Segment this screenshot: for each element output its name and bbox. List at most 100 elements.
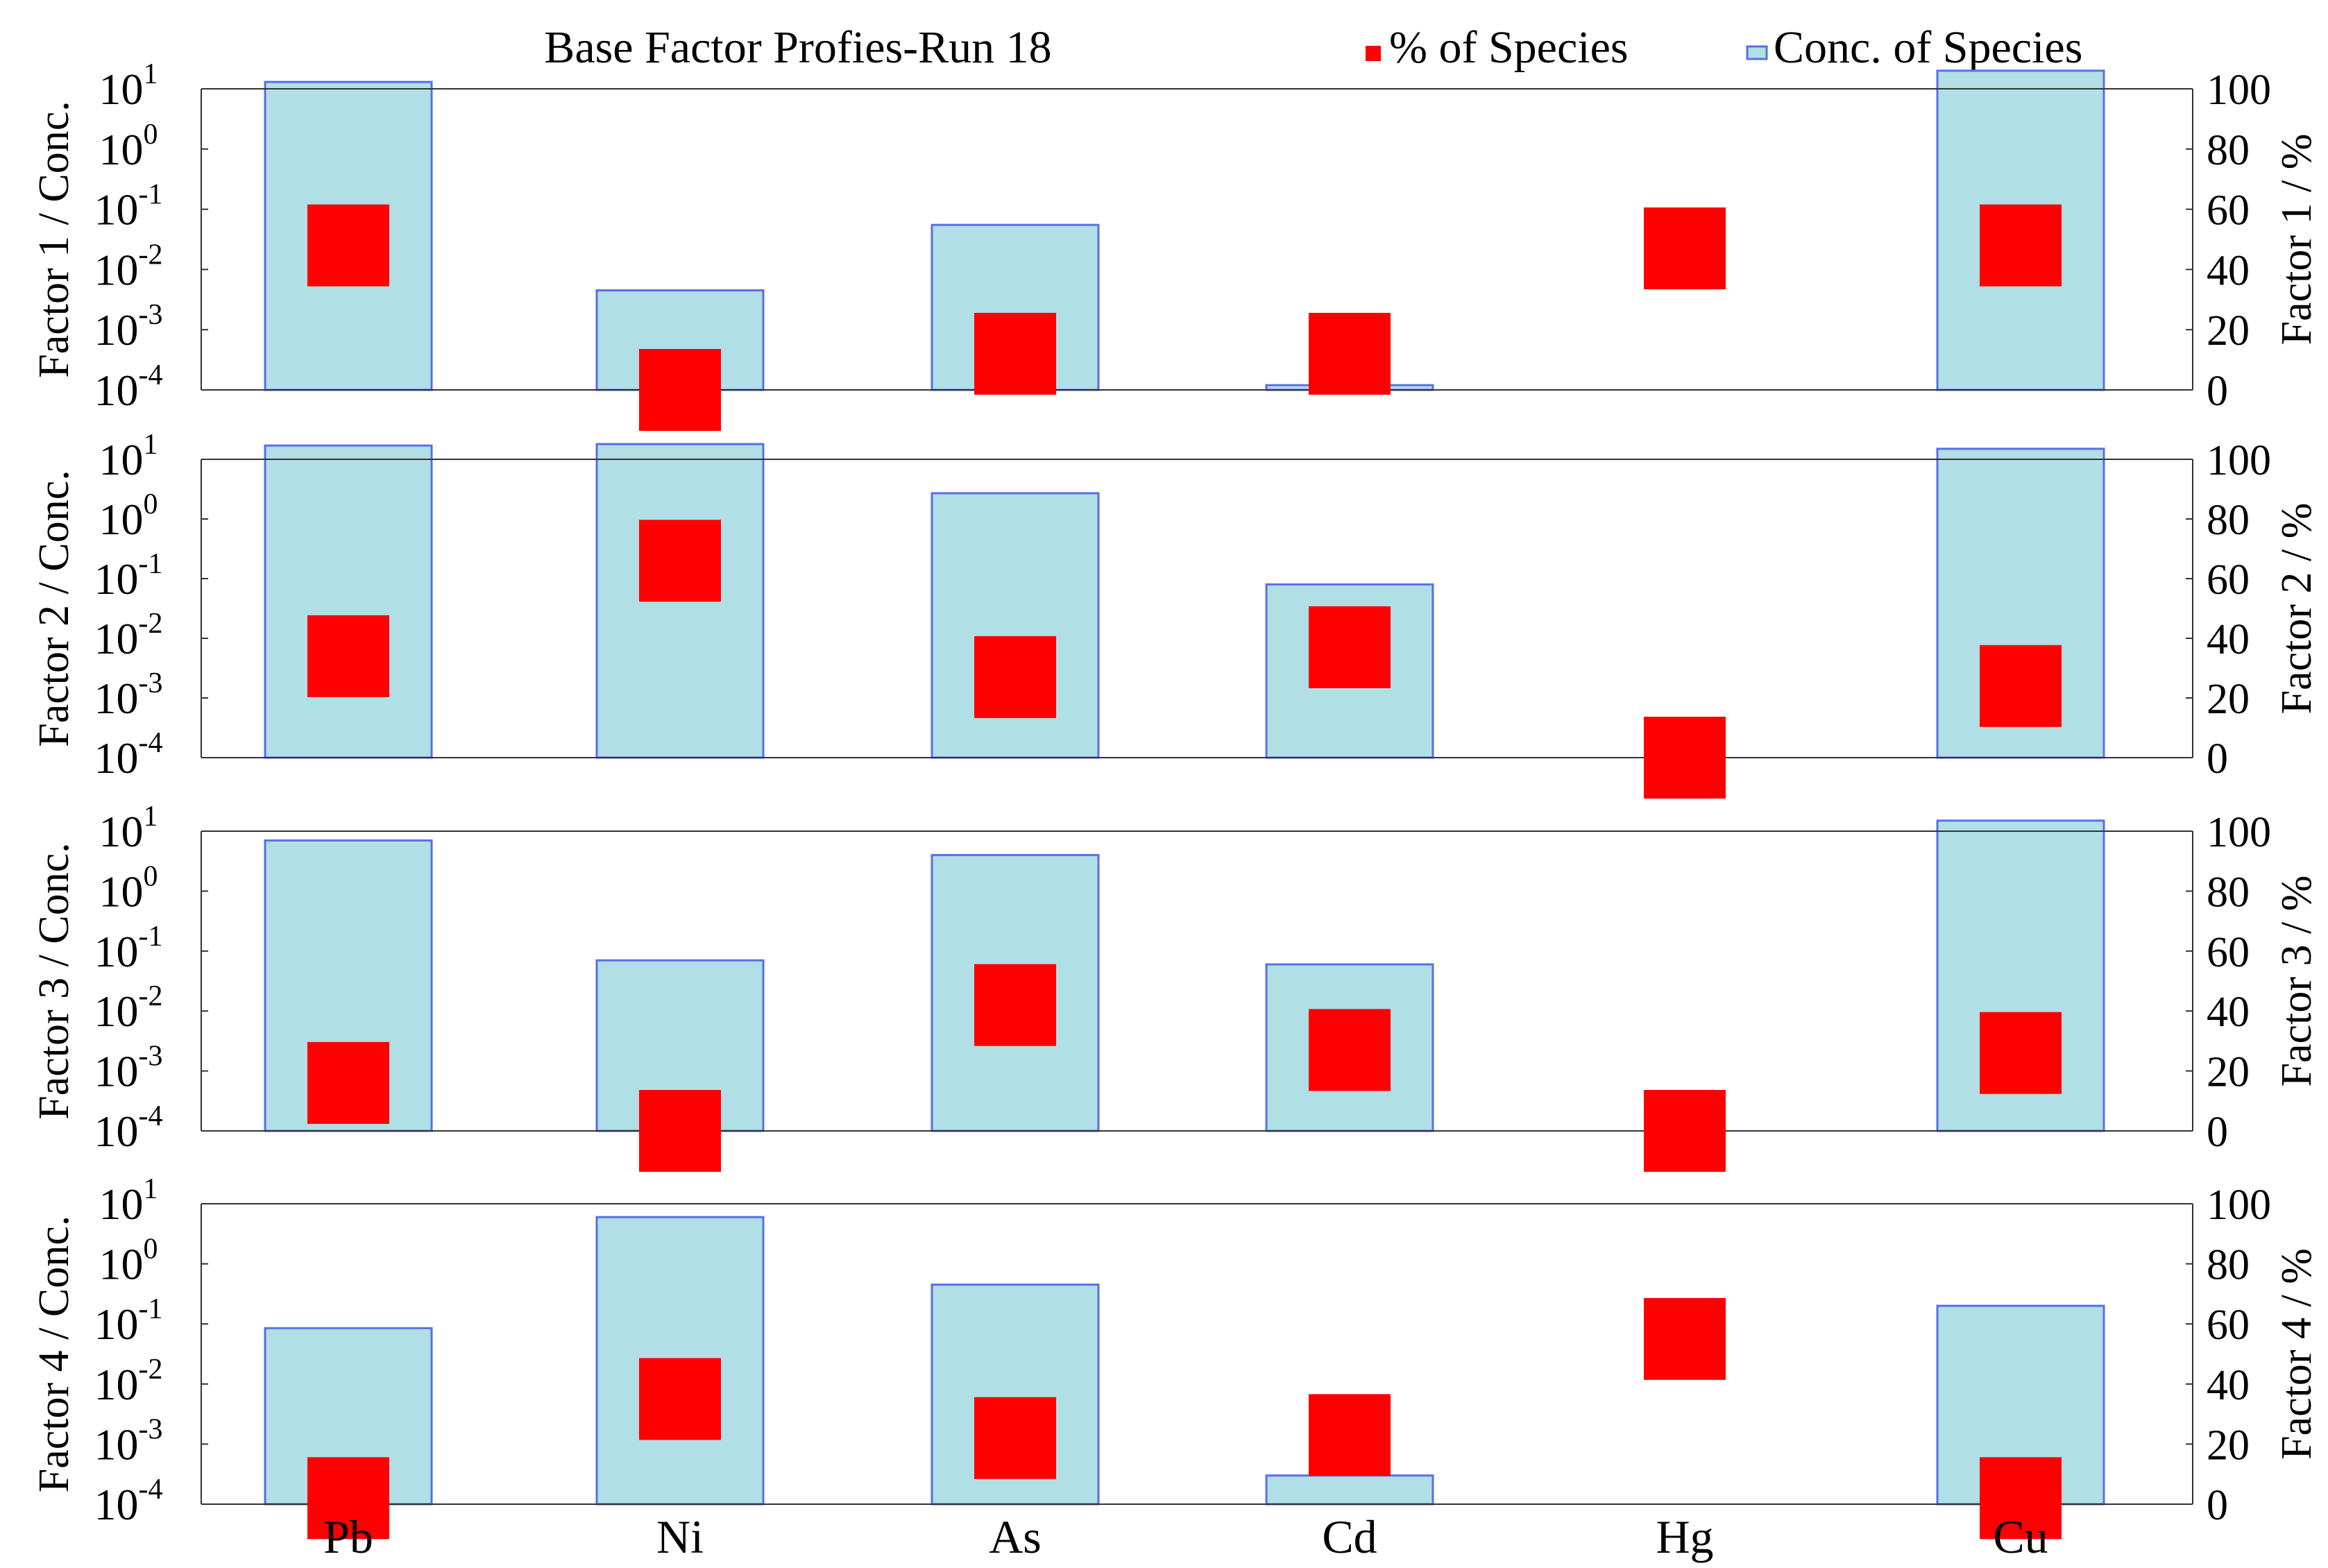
y2-tick-label: 20 [2207,307,2250,355]
percent-marker [1309,312,1391,395]
percent-marker [639,520,721,602]
y-tick-label: 100 [99,119,158,174]
y-axis-label: Factor 1 / Conc. [31,101,78,378]
percent-marker [1980,645,2062,727]
y2-tick-label: 100 [2207,809,2271,856]
x-tick-label: Hg [1656,1510,1713,1563]
legend-label-conc: Conc. of Species [1774,22,2082,73]
y-tick-label: 101 [99,58,158,114]
y-tick-label: 10-4 [94,1100,163,1156]
y2-tick-label: 20 [2207,1049,2250,1096]
x-tick-label: Cd [1322,1510,1377,1563]
y2-tick-label: 60 [2207,187,2250,235]
y2-axis-label: Factor 4 / % [2273,1248,2320,1460]
y2-tick-label: 20 [2207,676,2250,723]
percent-marker [1644,1090,1726,1172]
y2-axis-label: Factor 3 / % [2273,876,2320,1087]
y2-tick-label: 80 [2207,1242,2250,1289]
legend-swatch-percent [1366,46,1381,61]
percent-marker [1644,207,1726,290]
y-tick-label: 10-1 [94,179,163,235]
y-tick-label: 100 [99,488,158,544]
y2-tick-label: 100 [2207,437,2271,484]
x-tick-label: Pb [323,1510,373,1563]
y2-tick-label: 40 [2207,247,2250,294]
percent-marker [974,1397,1056,1479]
y2-axis-label: Factor 1 / % [2273,134,2320,346]
percent-marker [307,204,389,287]
y2-tick-label: 40 [2207,1362,2250,1409]
y-tick-label: 10-2 [94,980,163,1036]
percent-marker [1309,606,1391,688]
y-axis-label: Factor 2 / Conc. [31,470,78,747]
y-axis-label: Factor 3 / Conc. [31,842,78,1120]
y-tick-label: 101 [99,429,158,484]
y-tick-label: 10-4 [94,1474,163,1529]
y2-tick-label: 60 [2207,556,2250,604]
y-tick-label: 101 [99,801,158,856]
percent-marker [1309,1009,1391,1091]
factor-panel: 10110010-110-210-310-4100806040200Factor… [31,1173,2320,1540]
percent-marker [1980,1457,2062,1540]
y2-tick-label: 80 [2207,497,2250,544]
y2-tick-label: 40 [2207,989,2250,1036]
y2-tick-label: 20 [2207,1422,2250,1469]
conc-bar [1265,1474,1434,1506]
y2-tick-label: 0 [2207,368,2228,415]
percent-marker [639,1358,721,1440]
panels: 10110010-110-210-310-4100806040200Factor… [31,58,2320,1563]
factor-panel: 10110010-110-210-310-4100806040200Factor… [31,429,2320,799]
chart-title: Base Factor Profies-Run 18 [544,22,1051,73]
percent-marker [1980,204,2062,287]
y-tick-label: 10-3 [94,667,163,723]
percent-marker [307,1457,389,1540]
y-tick-label: 100 [99,860,158,916]
percent-marker [974,964,1056,1046]
y-tick-label: 101 [99,1173,158,1229]
percent-marker [1309,1394,1391,1476]
legend-swatch-conc [1746,45,1768,60]
percent-marker [307,1041,389,1124]
y2-tick-label: 0 [2207,1109,2228,1156]
y-tick-label: 10-2 [94,608,163,663]
y-tick-label: 10-3 [94,1413,163,1469]
y2-tick-label: 100 [2207,67,2271,114]
percent-marker [1644,1297,1726,1380]
y2-tick-label: 60 [2207,929,2250,976]
y-tick-label: 10-2 [94,1354,163,1409]
x-tick-label: Cu [1993,1510,2048,1563]
y-tick-label: 10-1 [94,1293,163,1349]
percent-marker [639,349,721,431]
y2-tick-label: 40 [2207,616,2250,663]
y-tick-label: 10-3 [94,1041,163,1096]
y-tick-label: 10-1 [94,548,163,604]
percent-marker [1644,717,1726,799]
x-tick-label: Ni [656,1510,704,1563]
y-tick-label: 10-3 [94,299,163,355]
percent-marker [974,312,1056,395]
y2-tick-label: 60 [2207,1302,2250,1349]
y2-tick-label: 80 [2207,869,2250,916]
x-tick-label: As [989,1510,1042,1563]
factor-panel: 10110010-110-210-310-4100806040200Factor… [31,801,2320,1172]
y-axis-label: Factor 4 / Conc. [31,1216,78,1493]
percent-marker [639,1090,721,1172]
legend-label-percent: % of Species [1389,22,1629,73]
y2-tick-label: 0 [2207,1482,2228,1529]
y-tick-label: 100 [99,1234,158,1289]
y-tick-label: 10-2 [94,239,163,294]
conc-bar [1265,963,1434,1132]
percent-marker [974,636,1056,718]
y2-tick-label: 80 [2207,127,2250,174]
factor-panel: 10110010-110-210-310-4100806040200Factor… [31,58,2320,431]
y2-tick-label: 0 [2207,735,2228,783]
y-tick-label: 10-1 [94,921,163,976]
percent-marker [307,615,389,697]
legend: % of Species Conc. of Species [1366,22,2082,73]
y-tick-label: 10-4 [94,727,163,783]
percent-marker [1980,1012,2062,1094]
y-tick-label: 10-4 [94,359,163,415]
conc-bar [264,444,433,759]
y2-axis-label: Factor 2 / % [2273,503,2320,715]
